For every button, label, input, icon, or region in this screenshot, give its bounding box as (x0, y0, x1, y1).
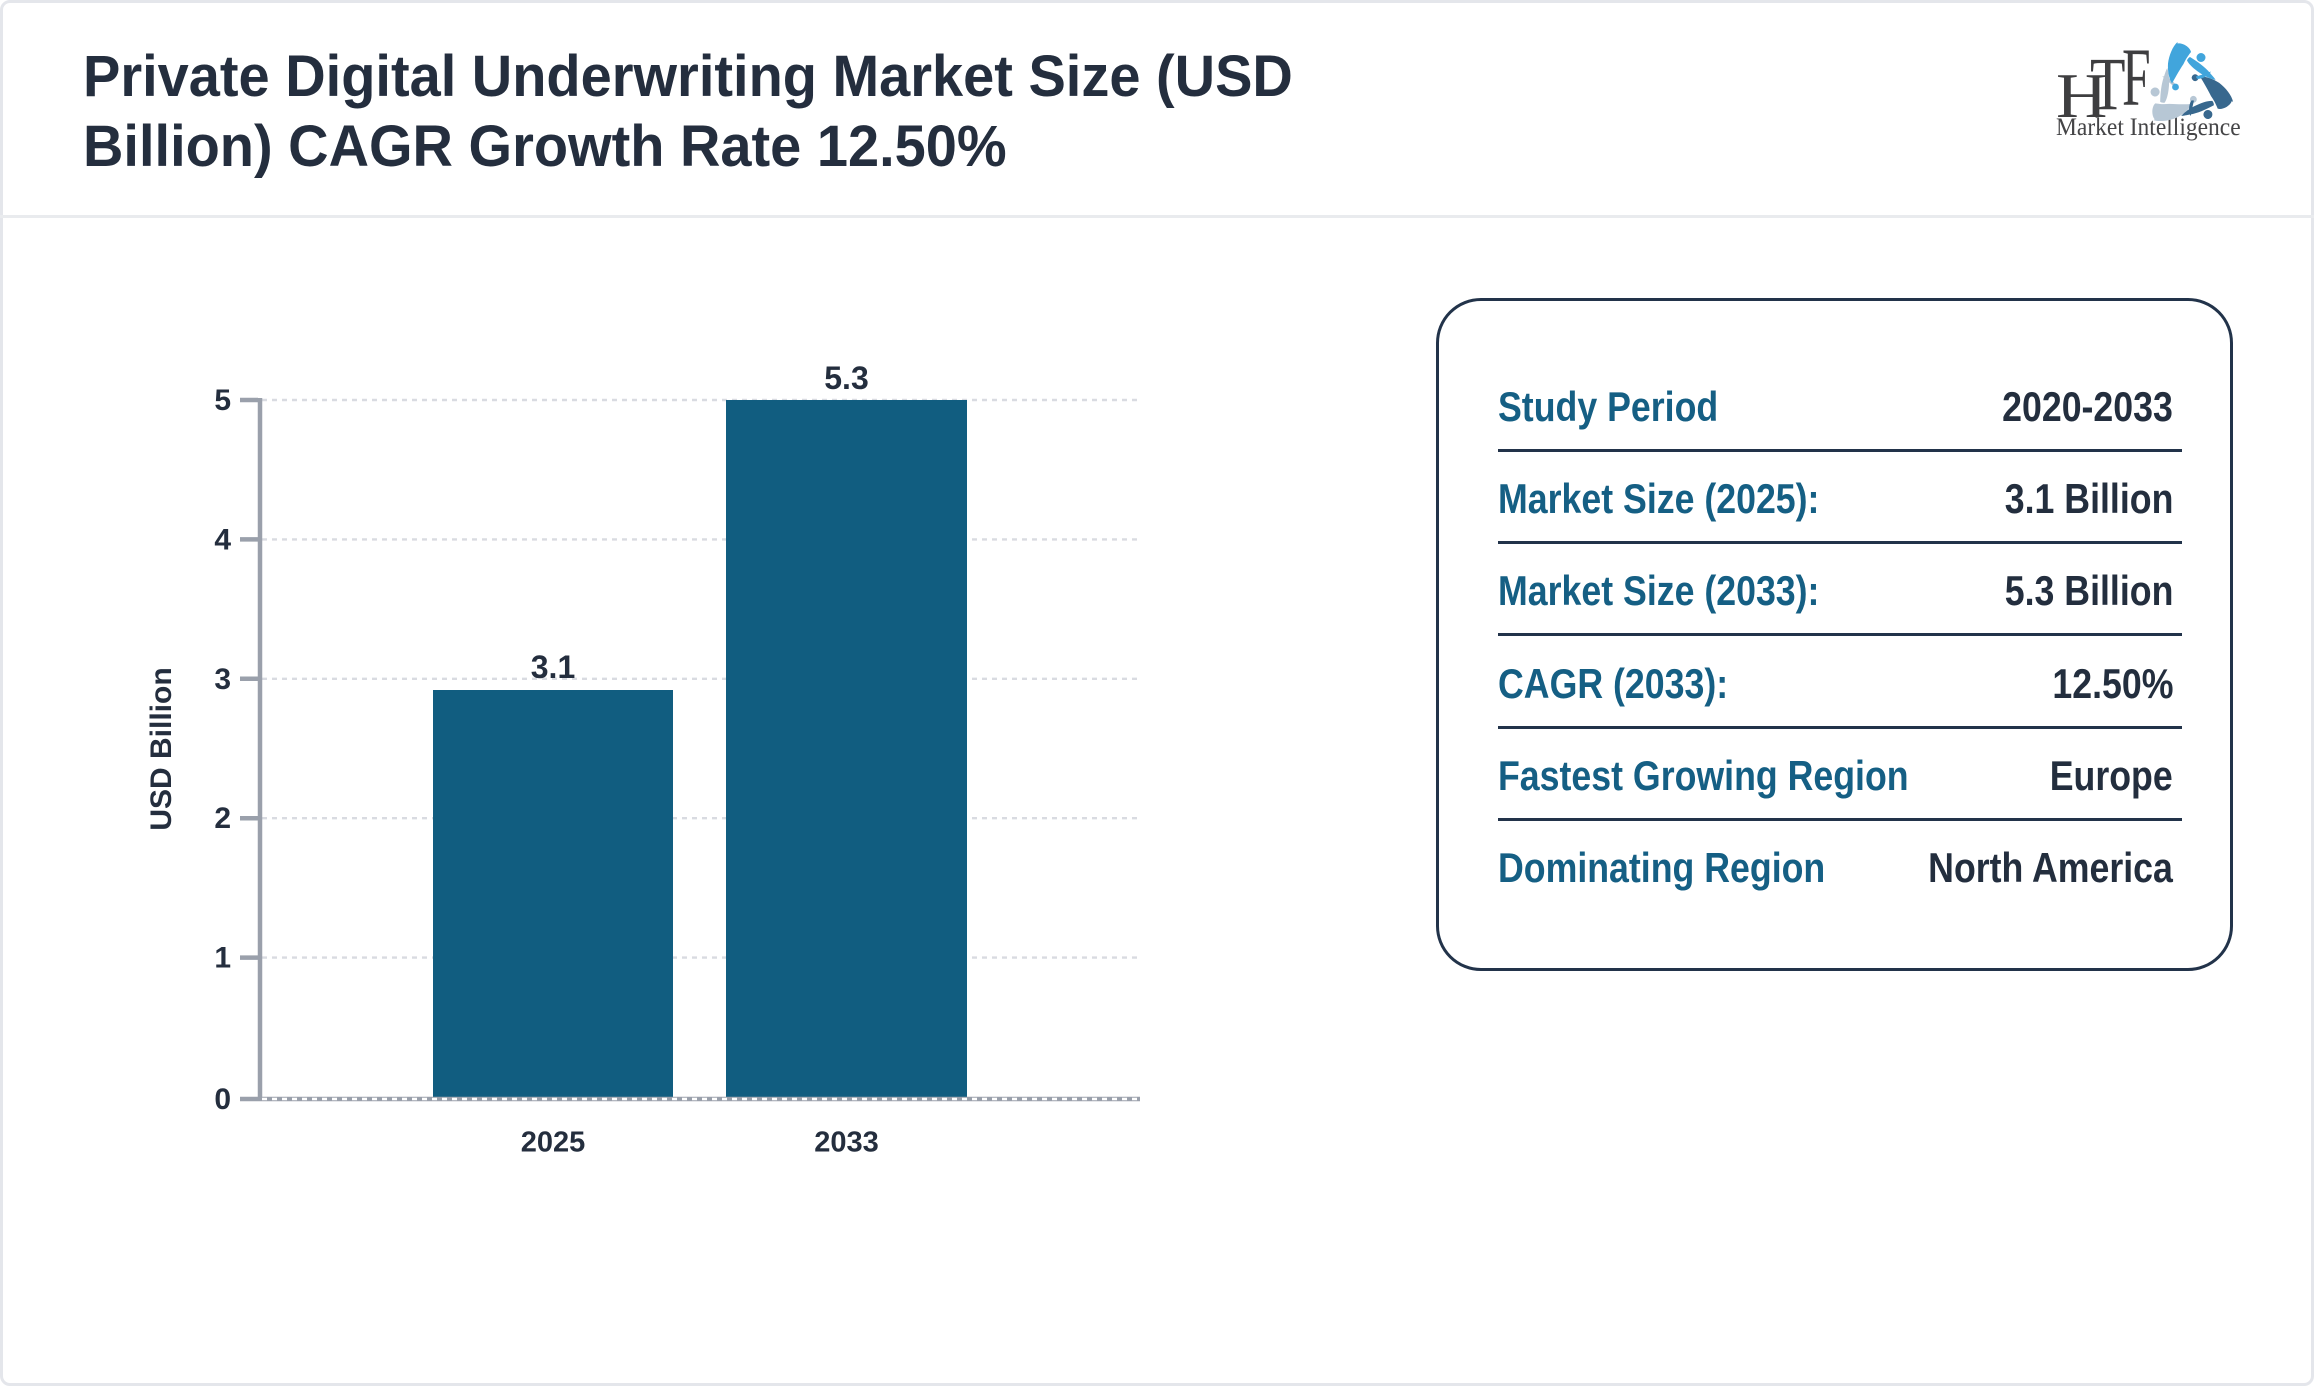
svg-text:3: 3 (214, 663, 231, 696)
svg-text:USD Billion: USD Billion (145, 667, 178, 830)
svg-text:2: 2 (214, 802, 231, 835)
svg-text:1: 1 (214, 942, 231, 975)
svg-text:5: 5 (214, 384, 231, 417)
svg-text:3.1: 3.1 (531, 649, 575, 685)
svg-text:0: 0 (214, 1083, 231, 1116)
svg-text:2025: 2025 (521, 1127, 586, 1159)
svg-text:4: 4 (214, 523, 231, 556)
svg-text:5.3: 5.3 (824, 360, 868, 396)
svg-text:2033: 2033 (814, 1127, 879, 1159)
